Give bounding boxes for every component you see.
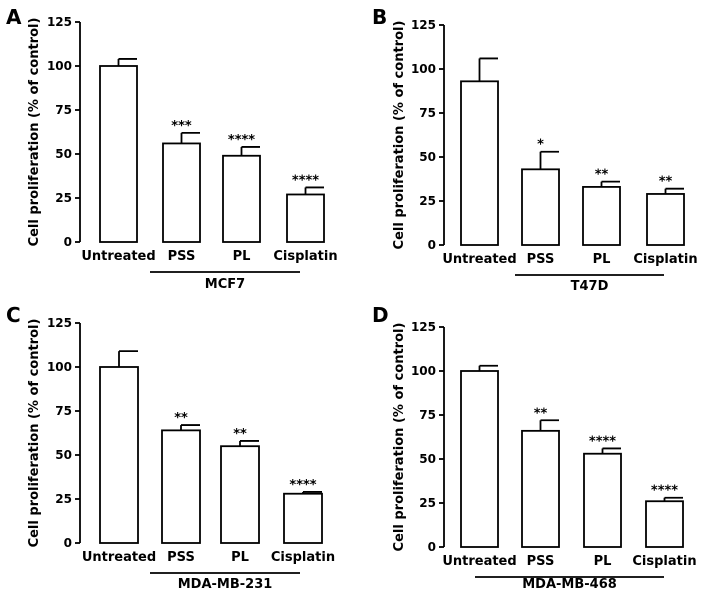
category-label: Untreated (442, 554, 516, 569)
significance-label: * (537, 138, 544, 153)
y-tick-label: 75 (55, 103, 72, 117)
bar (460, 80, 499, 246)
y-tick-label: 75 (55, 404, 72, 418)
y-tick-label: 25 (419, 194, 436, 208)
y-tick-label: 125 (411, 320, 436, 334)
y-tick-label: 50 (55, 147, 72, 161)
bar (460, 370, 499, 548)
bar (161, 429, 201, 544)
bar (645, 500, 684, 548)
significance-label: ** (595, 168, 609, 183)
bar (583, 452, 622, 548)
significance-label: **** (589, 434, 616, 449)
y-axis-label: Cell proliferation (% of control) (392, 323, 407, 552)
y-tick-label: 100 (47, 360, 72, 374)
y-tick-label: 75 (419, 408, 436, 422)
bar (283, 492, 323, 544)
category-label: PL (231, 550, 249, 565)
group-label: MDA-MB-231 (178, 577, 273, 590)
bar (521, 429, 560, 548)
y-tick-label: 100 (411, 62, 436, 76)
bar (99, 366, 139, 544)
significance-label: **** (651, 484, 678, 499)
significance-label: ** (659, 175, 673, 190)
bar (521, 168, 560, 246)
y-tick-label: 50 (419, 150, 436, 164)
panel-c: C Cell proliferation (% of control) 0 25 50 7… (6, 303, 335, 590)
category-label: Untreated (81, 249, 155, 264)
significance-label: ** (534, 406, 548, 421)
category-label: Cisplatin (273, 249, 337, 264)
panel-a: A Cell proliferation (% of control) 0 25 50 7… (6, 5, 338, 292)
bar (646, 193, 685, 246)
significance-label: *** (171, 119, 192, 134)
significance-label: **** (289, 478, 316, 493)
category-label: PL (233, 249, 251, 264)
significance-label: ** (174, 411, 188, 426)
y-tick-label: 75 (419, 106, 436, 120)
category-label: Untreated (82, 550, 156, 565)
y-tick-label: 125 (47, 316, 72, 330)
panel-letter: B (372, 5, 387, 29)
category-label: PL (594, 554, 612, 569)
category-label: Untreated (442, 252, 516, 267)
bar (222, 154, 261, 243)
y-tick-label: 50 (55, 448, 72, 462)
category-label: PSS (167, 550, 195, 565)
panel-letter: A (6, 5, 22, 29)
category-label: Cisplatin (632, 554, 696, 569)
panel-letter: C (6, 303, 21, 327)
category-label: PSS (527, 554, 555, 569)
y-axis-label: Cell proliferation (% of control) (392, 21, 407, 250)
panel-letter: D (372, 303, 389, 327)
y-axis-label: Cell proliferation (% of control) (27, 319, 42, 548)
y-tick-label: 50 (419, 452, 436, 466)
category-label: Cisplatin (633, 252, 697, 267)
group-label: MCF7 (205, 277, 245, 292)
y-tick-label: 25 (55, 492, 72, 506)
y-axis-label: Cell proliferation (% of control) (27, 18, 42, 247)
bar (99, 65, 138, 243)
bar (220, 445, 260, 544)
category-label: PL (593, 252, 611, 267)
y-tick-label: 125 (411, 18, 436, 32)
panel-b: B Cell proliferation (% of control) 0 25 50 7… (372, 5, 698, 294)
y-tick-label: 25 (419, 496, 436, 510)
significance-label: **** (228, 133, 255, 148)
y-tick-label: 100 (47, 59, 72, 73)
group-label: T47D (571, 279, 609, 294)
bar (286, 193, 325, 243)
y-tick-label: 0 (64, 536, 72, 550)
y-tick-label: 0 (428, 238, 436, 252)
bar (582, 186, 621, 246)
significance-label: **** (292, 173, 319, 188)
y-tick-label: 0 (64, 235, 72, 249)
y-tick-label: 25 (55, 191, 72, 205)
category-label: PSS (168, 249, 196, 264)
group-label: MDA-MB-468 (522, 577, 617, 590)
y-tick-label: 125 (47, 15, 72, 29)
significance-label: ** (233, 427, 247, 442)
bar (162, 142, 201, 243)
category-label: PSS (527, 252, 555, 267)
category-label: Cisplatin (271, 550, 335, 565)
y-tick-label: 100 (411, 364, 436, 378)
y-tick-label: 0 (428, 540, 436, 554)
